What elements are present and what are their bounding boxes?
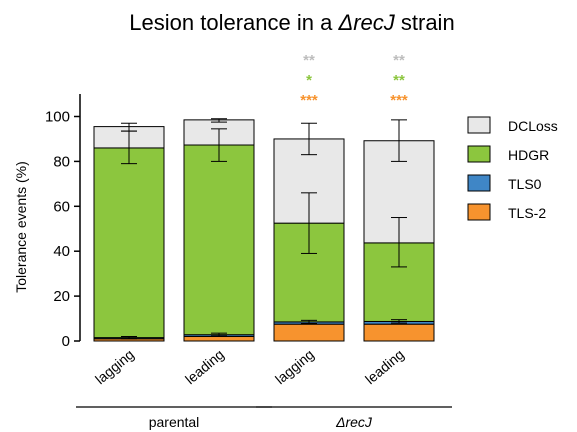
bar-segment-tls-2 (363, 323, 435, 342)
legend-label: TLS-2 (508, 205, 546, 221)
bars (93, 119, 435, 342)
category-label: lagging (92, 346, 137, 387)
y-tick-label: 40 (53, 243, 70, 260)
error-bar (121, 122, 137, 132)
chart-title-suffix: strain (395, 10, 455, 35)
error-bar (301, 122, 317, 156)
category-label: leading (182, 346, 227, 387)
error-bar (211, 332, 227, 337)
chart-title: Lesion tolerance in a ΔrecJ strain (129, 10, 454, 35)
y-tick-label: 100 (45, 109, 70, 126)
category-label: leading (362, 346, 407, 387)
significance-star: ** (303, 52, 315, 69)
group-label: ΔrecJ (335, 414, 373, 430)
legend-swatch (467, 145, 491, 163)
bar-segment-hdgr (93, 147, 165, 339)
error-bar (301, 319, 317, 324)
significance-star: *** (300, 92, 318, 109)
legend-swatch (467, 116, 491, 134)
error-bar (211, 118, 227, 123)
legend-label: DCLoss (508, 118, 558, 134)
legend-label: TLS0 (508, 176, 542, 192)
bar-segment-tls-2 (273, 323, 345, 342)
y-axis: 0 20 40 60 80 100 (45, 94, 81, 350)
group-labels: parental ΔrecJ (76, 406, 452, 430)
significance-star: ** (393, 72, 405, 89)
y-tick-label: 0 (62, 333, 70, 350)
legend-swatch (467, 203, 491, 221)
significance-star: *** (390, 92, 408, 109)
significance-star: ** (393, 52, 405, 69)
category-label: lagging (272, 346, 317, 387)
legend-label: HDGR (508, 147, 549, 163)
y-tick-label: 80 (53, 153, 70, 170)
y-tick-label: 60 (53, 198, 70, 215)
error-bar (391, 319, 407, 324)
y-tick-label: 20 (53, 288, 70, 305)
group-label: parental (149, 414, 200, 430)
legend: DCLoss HDGR TLS0 TLS-2 (467, 116, 558, 221)
chart-title-strain: ΔrecJ (337, 10, 395, 35)
chart-title-prefix: Lesion tolerance in a (129, 10, 338, 35)
error-bar (211, 128, 227, 162)
error-bar (121, 336, 137, 340)
significance-markers: ************* (300, 52, 408, 109)
significance-star: * (306, 72, 312, 89)
error-bars (121, 118, 407, 340)
bar-segment-hdgr (273, 222, 345, 323)
y-axis-label: Tolerance events (%) (13, 161, 29, 293)
legend-swatch (467, 174, 491, 192)
error-bar (391, 119, 407, 162)
error-bar (301, 192, 317, 254)
bar-segment-hdgr (183, 144, 255, 336)
bar-segment-tls-2 (183, 336, 255, 342)
error-bar (391, 217, 407, 268)
category-labels: lagging leading lagging leading (92, 346, 407, 387)
